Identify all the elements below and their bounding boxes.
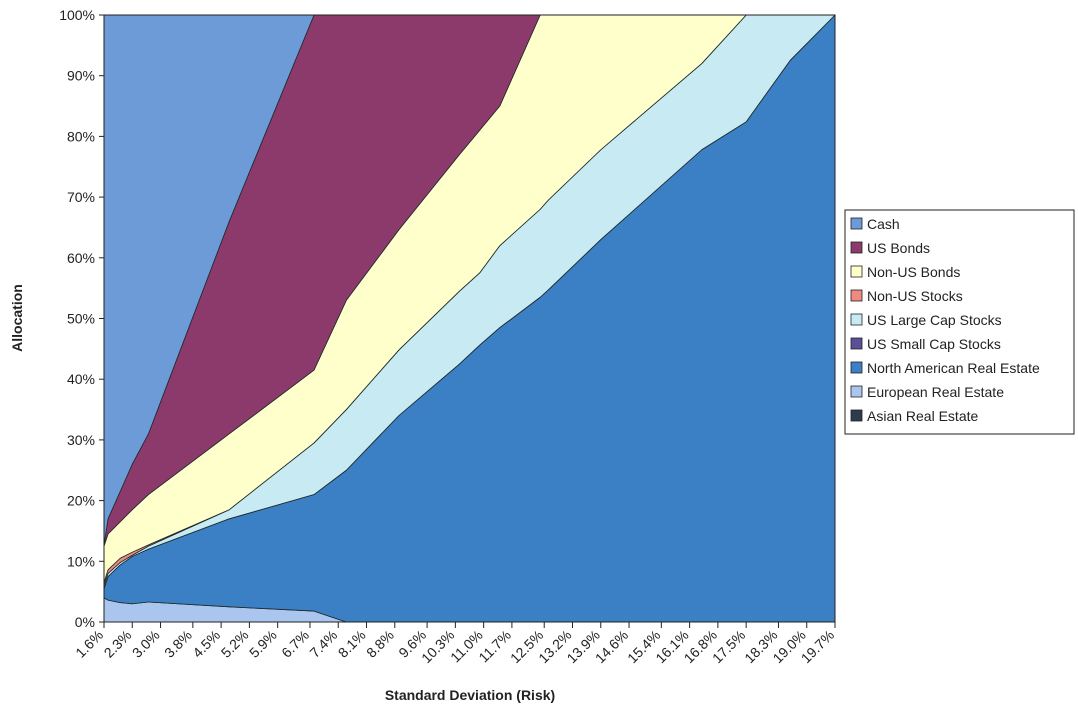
legend-label: Non-US Bonds <box>867 264 960 280</box>
legend-swatch <box>850 217 863 230</box>
x-tick-label: 7.4% <box>306 627 340 661</box>
x-tick-label: 6.7% <box>278 627 312 661</box>
x-tick-label: 3.0% <box>129 627 163 661</box>
legend-label: North American Real Estate <box>867 360 1040 376</box>
y-tick-label: 30% <box>67 432 95 448</box>
y-tick-label: 100% <box>59 7 95 23</box>
legend-swatch <box>850 385 863 398</box>
x-tick-label: 5.9% <box>246 627 280 661</box>
y-axis-label: Allocation <box>9 284 25 352</box>
x-axis-label: Standard Deviation (Risk) <box>385 687 555 703</box>
legend-swatch <box>850 241 863 254</box>
y-tick-label: 50% <box>67 311 95 327</box>
legend-label: US Small Cap Stocks <box>867 336 1001 352</box>
y-tick-label: 40% <box>67 371 95 387</box>
legend-box <box>844 209 1075 435</box>
y-tick-label: 10% <box>67 553 95 569</box>
legend-label: Asian Real Estate <box>867 408 978 424</box>
legend-label: European Real Estate <box>867 384 1004 400</box>
legend-label: Cash <box>867 216 900 232</box>
y-tick-label: 70% <box>67 189 95 205</box>
legend-swatch <box>850 337 863 350</box>
legend-swatch <box>850 265 863 278</box>
y-tick-label: 60% <box>67 250 95 266</box>
legend-swatch <box>850 289 863 302</box>
legend-swatch <box>850 409 863 422</box>
y-tick-label: 20% <box>67 493 95 509</box>
x-tick-label: 11.7% <box>475 627 514 666</box>
legend-swatch <box>850 313 863 326</box>
x-tick-label: 1.6% <box>72 627 106 661</box>
x-tick-label: 4.5% <box>189 627 223 661</box>
y-tick-label: 0% <box>75 614 95 630</box>
x-tick-label: 14.6% <box>592 627 631 666</box>
legend-swatch <box>850 361 863 374</box>
legend-label: US Bonds <box>867 240 930 256</box>
legend-label: Non-US Stocks <box>867 288 963 304</box>
legend-label: US Large Cap Stocks <box>867 312 1002 328</box>
x-tick-label: 2.3% <box>101 627 135 661</box>
x-tick-label: 19.7% <box>798 627 837 666</box>
x-tick-label: 10.3% <box>418 627 457 666</box>
x-tick-label: 8.1% <box>335 627 369 661</box>
x-tick-label: 5.2% <box>218 627 252 661</box>
y-tick-label: 90% <box>67 68 95 84</box>
x-tick-label: 3.8% <box>161 627 195 661</box>
y-tick-label: 80% <box>67 128 95 144</box>
x-tick-label: 8.8% <box>363 627 397 661</box>
x-tick-label: 17.5% <box>709 627 748 666</box>
